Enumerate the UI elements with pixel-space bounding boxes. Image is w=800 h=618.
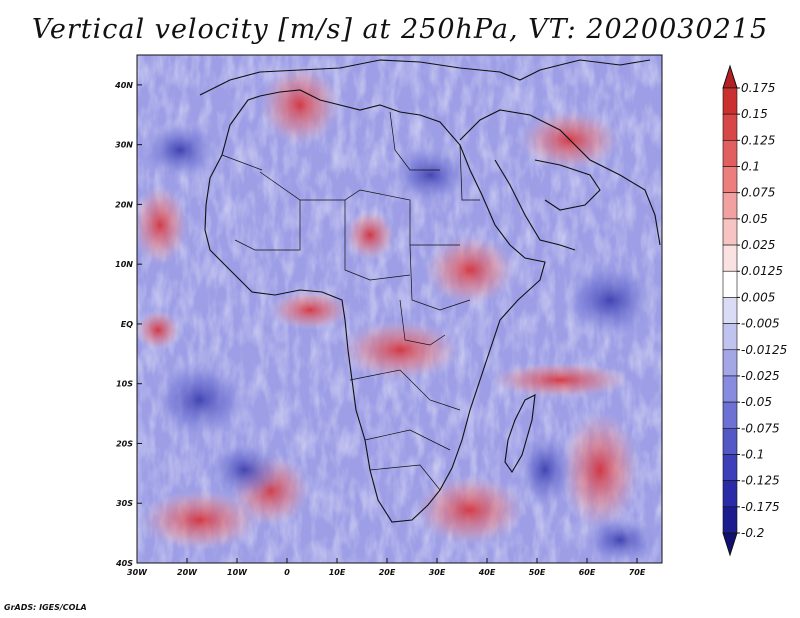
latitude-axis: 40N 30N 20N 10N EQ 10S 20S 30S 40S [114, 81, 142, 568]
colorbar-label: -0.075 [741, 421, 780, 435]
colorbar-swatch [722, 166, 738, 194]
colorbar-swatch [722, 244, 738, 272]
colorbar-label: 0.005 [741, 290, 775, 304]
coastlines [199, 59, 661, 523]
lat-tick-label: 10N [115, 260, 133, 269]
lon-tick-label: 0 [284, 568, 290, 577]
colorbar-bottom-arrow [722, 532, 738, 557]
colorbar-label: -0.125 [741, 474, 780, 488]
colorbar-label: -0.0125 [741, 343, 787, 357]
colorbar-swatch [722, 454, 738, 481]
colorbar-swatch [722, 401, 738, 429]
colorbar-swatch [722, 140, 738, 167]
lat-tick-label: 10S [116, 380, 133, 389]
colorbar-label: -0.005 [741, 317, 780, 331]
lat-tick-label: 30S [116, 499, 133, 508]
colorbar-label: 0.175 [741, 81, 775, 95]
colorbar-swatch [722, 427, 738, 455]
colorbar-swatch [722, 323, 738, 351]
lat-tick-label: 30N [115, 141, 133, 150]
colorbar-swatch [722, 87, 738, 115]
colorbar-swatch [722, 192, 738, 220]
colorbar-label: 0.1 [741, 160, 760, 174]
lat-tick-label: 20S [116, 439, 133, 448]
colorbar-swatch [722, 113, 738, 141]
colorbar-label: 0.125 [741, 133, 775, 147]
lon-tick-label: 30E [429, 568, 446, 577]
lon-tick-label: 10E [329, 568, 346, 577]
lat-tick-label: 20N [115, 200, 133, 209]
colorbar-swatch [722, 218, 738, 246]
colorbar-swatch [722, 297, 738, 324]
colorbar-swatch [722, 506, 738, 534]
colorbar-swatch [722, 270, 738, 298]
colorbar-swatch [722, 480, 738, 508]
map-title: Vertical velocity [m/s] at 250hPa, VT: 2… [31, 14, 769, 45]
lon-tick-label: 10W [227, 568, 248, 577]
longitude-axis: 30W 20W 10W 0 10E 20E 30E 40E 50E 60E 70E [127, 558, 646, 577]
lon-tick-label: 50E [529, 568, 546, 577]
lon-tick-label: 20W [177, 568, 198, 577]
colorbar-label: 0.0125 [741, 264, 783, 278]
colorbar-label: -0.2 [741, 526, 764, 540]
velocity-field [137, 55, 662, 563]
colorbar-swatch [722, 349, 738, 377]
colorbar-label: 0.075 [741, 186, 775, 200]
plot-frame [136, 54, 663, 564]
colorbar-swatch [722, 375, 738, 403]
colorbar-label: 0.025 [741, 238, 775, 252]
colorbar-label: -0.175 [741, 500, 780, 514]
lon-tick-label: 70E [629, 568, 646, 577]
lon-tick-label: 60E [579, 568, 596, 577]
colorbar-label: -0.1 [741, 447, 764, 461]
colorbar-label: 0.15 [741, 107, 768, 121]
colorbar-label: -0.025 [741, 369, 780, 383]
country-borders [221, 111, 480, 491]
colorbar-label: -0.05 [741, 395, 772, 409]
colorbar: 0.175 0.15 0.125 0.1 0.075 0.05 0.025 0.0125 0.0… [722, 64, 787, 557]
lat-tick-label: 40S [115, 559, 133, 568]
lon-tick-label: 40E [478, 568, 496, 577]
colorbar-top-arrow [722, 64, 738, 89]
colorbar-label: 0.05 [741, 212, 768, 226]
lat-tick-label: EQ [121, 320, 133, 329]
lon-tick-label: 30W [127, 568, 148, 577]
negative-velocity-areas [140, 120, 660, 563]
lat-tick-label: 40N [114, 81, 133, 90]
lon-tick-label: 20E [379, 568, 396, 577]
grads-credit: GrADS: IGES/COLA [4, 603, 87, 612]
